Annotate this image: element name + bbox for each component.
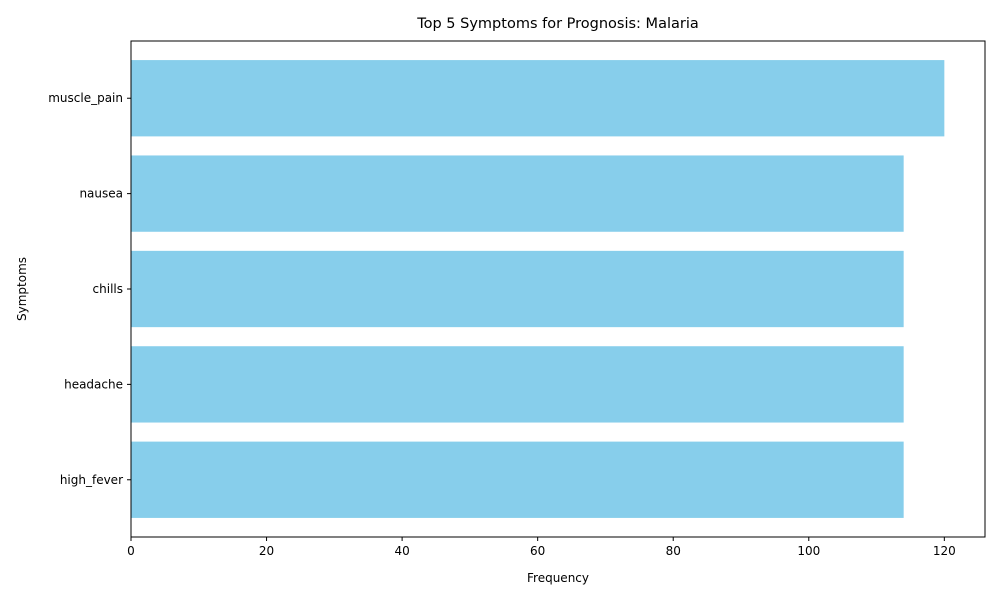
- bar-muscle-pain: [131, 60, 945, 137]
- bar-headache: [131, 346, 904, 423]
- x-tick-label: 100: [797, 544, 820, 558]
- y-tick-label: chills: [93, 282, 123, 296]
- bar-high-fever: [131, 441, 904, 518]
- x-tick-label: 40: [394, 544, 409, 558]
- x-tick-label: 0: [127, 544, 135, 558]
- y-tick-label: muscle_pain: [48, 91, 123, 105]
- x-tick-label: 20: [259, 544, 274, 558]
- y-tick-label: high_fever: [60, 473, 123, 487]
- bars-layer: [131, 60, 945, 518]
- x-tick-label: 60: [530, 544, 545, 558]
- bar-nausea: [131, 155, 904, 232]
- plot-frame: [130, 40, 986, 538]
- x-tick-label: 120: [933, 544, 956, 558]
- x-axis-title: Frequency: [527, 571, 589, 585]
- y-tick-label: nausea: [79, 187, 123, 201]
- chart-title: Top 5 Symptoms for Prognosis: Malaria: [416, 16, 699, 32]
- x-tick-label: 80: [666, 544, 681, 558]
- y-axis-title: Symptoms: [15, 257, 29, 321]
- y-tick-label: headache: [64, 377, 123, 391]
- bar-chills: [131, 250, 904, 328]
